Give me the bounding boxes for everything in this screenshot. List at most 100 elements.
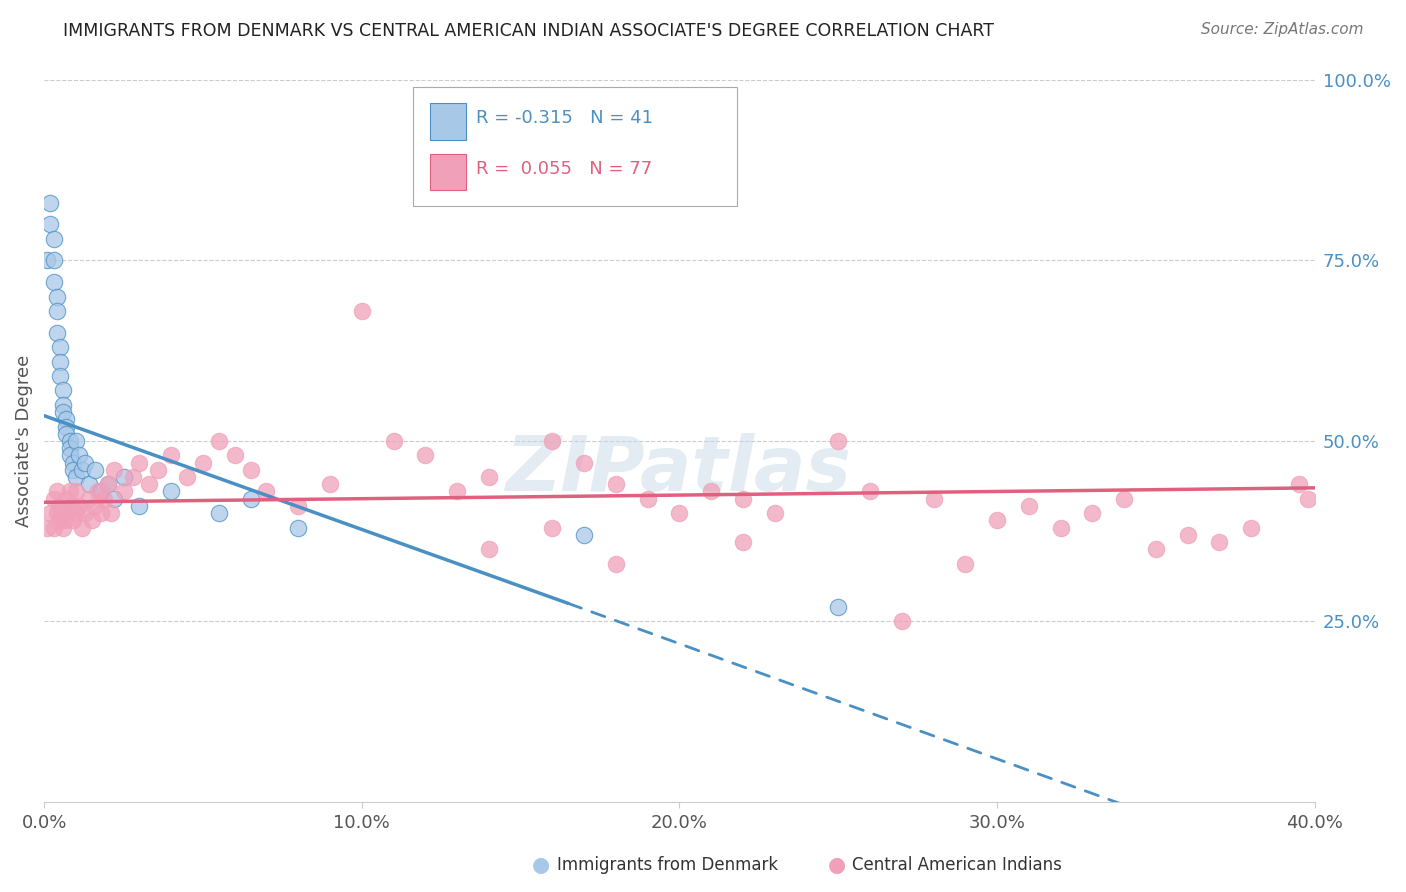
Point bbox=[49, 340, 72, 354]
Point bbox=[62, 499, 84, 513]
Point bbox=[42, 253, 65, 268]
Point bbox=[148, 463, 170, 477]
Point bbox=[955, 557, 977, 571]
Point bbox=[1049, 520, 1071, 534]
Point bbox=[1018, 499, 1040, 513]
Point bbox=[84, 499, 107, 513]
Point bbox=[413, 449, 436, 463]
FancyBboxPatch shape bbox=[412, 87, 737, 206]
Point bbox=[256, 484, 278, 499]
Point bbox=[446, 484, 468, 499]
Point bbox=[58, 449, 80, 463]
Point bbox=[45, 484, 67, 499]
Point bbox=[605, 557, 627, 571]
Point bbox=[922, 491, 945, 506]
Point bbox=[55, 419, 77, 434]
Point bbox=[80, 513, 103, 527]
Point bbox=[39, 506, 62, 520]
Point bbox=[1112, 491, 1135, 506]
Point bbox=[52, 405, 75, 419]
Point bbox=[1288, 477, 1310, 491]
Point bbox=[191, 456, 214, 470]
Point bbox=[62, 463, 84, 477]
Point bbox=[90, 506, 112, 520]
Point bbox=[52, 506, 75, 520]
Point bbox=[58, 499, 80, 513]
Point bbox=[65, 434, 87, 448]
Point bbox=[55, 491, 77, 506]
Point bbox=[541, 434, 564, 448]
Point bbox=[45, 506, 67, 520]
Point bbox=[62, 513, 84, 527]
Point bbox=[97, 477, 120, 491]
Point bbox=[49, 368, 72, 383]
Point bbox=[239, 491, 262, 506]
Point bbox=[637, 491, 659, 506]
Point bbox=[87, 484, 110, 499]
Point bbox=[65, 470, 87, 484]
Text: Central American Indians: Central American Indians bbox=[852, 856, 1062, 874]
Point bbox=[45, 326, 67, 340]
Point bbox=[731, 535, 754, 549]
Text: IMMIGRANTS FROM DENMARK VS CENTRAL AMERICAN INDIAN ASSOCIATE'S DEGREE CORRELATIO: IMMIGRANTS FROM DENMARK VS CENTRAL AMERI… bbox=[63, 22, 994, 40]
Point bbox=[605, 477, 627, 491]
Point bbox=[52, 520, 75, 534]
Point bbox=[45, 289, 67, 303]
Point bbox=[58, 441, 80, 455]
Text: R =  0.055   N = 77: R = 0.055 N = 77 bbox=[477, 160, 652, 178]
Point bbox=[731, 491, 754, 506]
Point bbox=[827, 434, 849, 448]
Point bbox=[763, 506, 786, 520]
Point bbox=[49, 499, 72, 513]
Point bbox=[67, 449, 90, 463]
Point bbox=[75, 506, 97, 520]
Point bbox=[1208, 535, 1230, 549]
Point bbox=[668, 506, 690, 520]
Point bbox=[52, 398, 75, 412]
Point bbox=[77, 477, 100, 491]
Text: Source: ZipAtlas.com: Source: ZipAtlas.com bbox=[1201, 22, 1364, 37]
Point bbox=[1298, 491, 1320, 506]
Point bbox=[1177, 528, 1199, 542]
FancyBboxPatch shape bbox=[430, 153, 465, 190]
Point bbox=[176, 470, 198, 484]
Point bbox=[75, 456, 97, 470]
FancyBboxPatch shape bbox=[430, 103, 465, 140]
Point bbox=[287, 520, 309, 534]
Point bbox=[541, 520, 564, 534]
Point bbox=[128, 456, 150, 470]
Text: ZIPatlas: ZIPatlas bbox=[506, 433, 852, 507]
Point bbox=[382, 434, 405, 448]
Point bbox=[58, 484, 80, 499]
Text: R = -0.315   N = 41: R = -0.315 N = 41 bbox=[477, 109, 654, 128]
Point bbox=[49, 513, 72, 527]
Y-axis label: Associate's Degree: Associate's Degree bbox=[15, 355, 32, 527]
Point bbox=[100, 506, 122, 520]
Point bbox=[103, 463, 125, 477]
Point bbox=[1240, 520, 1263, 534]
Point bbox=[122, 470, 145, 484]
Point bbox=[37, 520, 59, 534]
Point bbox=[49, 354, 72, 368]
Point bbox=[77, 491, 100, 506]
Point bbox=[700, 484, 723, 499]
Point bbox=[39, 195, 62, 210]
Point bbox=[1081, 506, 1104, 520]
Point bbox=[42, 491, 65, 506]
Point bbox=[84, 463, 107, 477]
Point bbox=[112, 484, 135, 499]
Point bbox=[287, 499, 309, 513]
Point bbox=[55, 426, 77, 441]
Point bbox=[42, 275, 65, 289]
Point bbox=[986, 513, 1008, 527]
Point bbox=[70, 520, 93, 534]
Point bbox=[90, 484, 112, 499]
Point bbox=[45, 304, 67, 318]
Point bbox=[859, 484, 882, 499]
Point bbox=[138, 477, 160, 491]
Point bbox=[55, 513, 77, 527]
Point bbox=[478, 470, 501, 484]
Point bbox=[160, 449, 183, 463]
Point bbox=[93, 491, 115, 506]
Text: ●: ● bbox=[533, 855, 550, 875]
